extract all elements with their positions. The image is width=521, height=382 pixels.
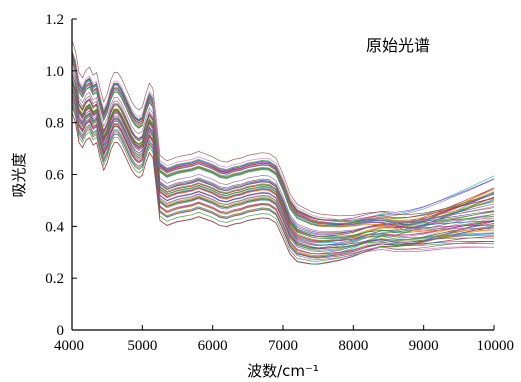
y-tick-label: 1.0 (45, 64, 64, 80)
spectrum-line (71, 52, 495, 224)
x-tick-label: 6000 (198, 338, 228, 354)
spectrum-line (71, 87, 495, 246)
x-tick-label: 4000 (54, 338, 84, 354)
spectrum-line (71, 57, 495, 222)
spectrum-line (71, 99, 495, 257)
spectrum-line (71, 112, 495, 265)
y-tick-label: 0.6 (45, 168, 64, 184)
y-tick-label: 0.8 (45, 116, 64, 132)
spectrum-line (71, 81, 495, 239)
x-tick-label: 7000 (268, 338, 298, 354)
spectrum-line (71, 40, 495, 217)
spectrum-line (71, 94, 495, 255)
x-tick-label: 9000 (409, 338, 439, 354)
y-axis-title: 吸光度 (10, 152, 28, 197)
spectrum-line (71, 90, 495, 247)
spectrum-line (71, 59, 495, 230)
spectra-lines (71, 40, 495, 265)
y-tick-label: 1.2 (45, 12, 64, 28)
spectrum-line (71, 104, 495, 258)
y-tick-label: 0.2 (45, 271, 64, 287)
x-axis-title: 波数/cm⁻¹ (247, 362, 319, 380)
spectrum-line (71, 73, 495, 234)
x-tick-label: 10000 (477, 338, 515, 354)
spectrum-line (71, 50, 495, 224)
x-tick-label: 8000 (338, 338, 368, 354)
y-tick-label: 0 (57, 323, 65, 339)
x-tick-label: 5000 (127, 338, 157, 354)
spectrum-line (71, 61, 495, 225)
spectrum-line (71, 79, 495, 237)
y-tick-label: 0.4 (45, 219, 64, 235)
spectrum-line (71, 66, 495, 232)
ticks: 4000 5000 6000 7000 8000 9000 10000 0 0.2 0.4 0.6 0… (45, 12, 514, 354)
spectrum-annotation: 原始光谱 (366, 36, 430, 55)
